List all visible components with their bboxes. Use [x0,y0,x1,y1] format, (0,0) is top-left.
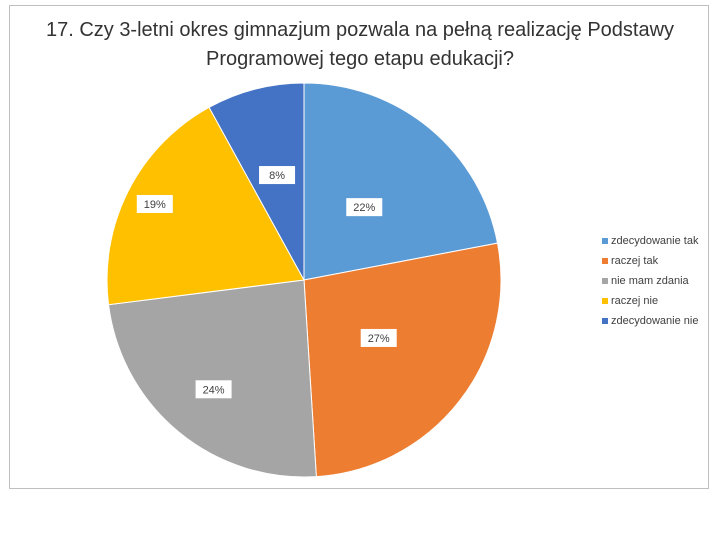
legend-swatch [602,318,608,324]
legend-swatch [602,258,608,264]
legend-label: raczej tak [611,255,659,267]
pie-slice-raczej-tak [303,242,502,478]
svg-text:19%: 19% [144,199,166,211]
pie-slice-raczej-nie [106,106,305,306]
legend-item-zdecydowanie-nie: zdecydowanie nie [602,311,698,331]
chart-title: 17. Czy 3-letni okres gimnazjum pozwala … [45,19,675,70]
legend-item-zdecydowanie-tak: zdecydowanie tak [602,231,698,251]
svg-text:27%: 27% [368,333,390,345]
svg-text:24%: 24% [203,384,225,396]
data-label-raczej-nie: 19% [136,194,173,213]
pie-slice-zdecydowanie-nie [208,82,305,281]
pie-chart: 22% 27% 24% 19% 8% [106,82,502,478]
svg-text:22%: 22% [353,202,375,214]
legend: zdecydowanie tak raczej tak nie mam zdania… [602,231,698,331]
data-label-zdecydowanie-nie: 8% [259,166,296,185]
data-label-raczej-tak: 27% [360,328,397,347]
legend-label: zdecydowanie nie [611,315,699,327]
legend-item-raczej-tak: raczej tak [602,251,698,271]
data-label-zdecydowanie-tak: 22% [346,198,383,217]
legend-label: raczej nie [611,295,659,307]
legend-swatch [602,278,608,284]
data-label-nie-mam-zdania: 24% [195,380,232,399]
legend-swatch [602,298,608,304]
svg-text:8%: 8% [269,170,285,182]
legend-label: zdecydowanie tak [611,235,699,247]
legend-item-nie-mam-zdania: nie mam zdania [602,271,698,291]
chart-area: 17. Czy 3-letni okres gimnazjum pozwala … [9,5,709,489]
legend-label: nie mam zdania [611,275,689,287]
pie-slice-zdecydowanie-tak [303,82,499,281]
legend-swatch [602,238,608,244]
legend-item-raczej-nie: raczej nie [602,291,698,311]
pie-slice-nie-mam-zdania [107,279,317,478]
